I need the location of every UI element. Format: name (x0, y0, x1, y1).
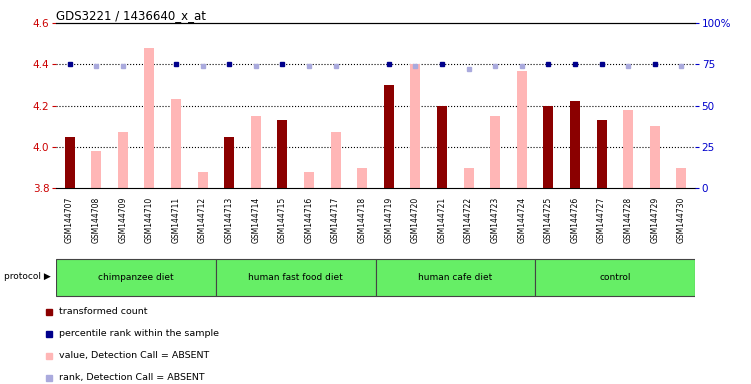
Bar (198, 172, 208, 188)
Text: GSM144730: GSM144730 (677, 197, 686, 243)
Bar (304, 172, 314, 188)
Text: GSM144710: GSM144710 (145, 197, 154, 243)
Bar (623, 110, 633, 188)
Bar (357, 167, 367, 188)
Text: GSM144711: GSM144711 (171, 197, 180, 243)
Bar (384, 85, 394, 188)
Bar (463, 167, 474, 188)
Text: GSM144726: GSM144726 (571, 197, 580, 243)
Text: GSM144716: GSM144716 (304, 197, 313, 243)
Text: GSM144724: GSM144724 (517, 197, 526, 243)
Bar (65, 137, 74, 188)
Text: GSM144718: GSM144718 (357, 197, 366, 243)
Text: chimpanzee diet: chimpanzee diet (98, 273, 174, 282)
Bar (543, 106, 553, 188)
Bar (376, 259, 535, 296)
Text: GSM144717: GSM144717 (331, 197, 340, 243)
Bar (517, 71, 527, 188)
Text: GSM144727: GSM144727 (597, 197, 606, 243)
Text: transformed count: transformed count (59, 307, 148, 316)
Bar (437, 106, 447, 188)
Text: GSM144713: GSM144713 (225, 197, 234, 243)
Bar (251, 116, 261, 188)
Bar (91, 151, 101, 188)
Text: GSM144707: GSM144707 (65, 197, 74, 243)
Text: protocol ▶: protocol ▶ (4, 272, 50, 281)
Bar (410, 64, 421, 188)
Text: GSM144722: GSM144722 (464, 197, 473, 243)
Bar (277, 120, 288, 188)
Text: GDS3221 / 1436640_x_at: GDS3221 / 1436640_x_at (56, 9, 207, 22)
Text: GSM144719: GSM144719 (385, 197, 394, 243)
Text: GSM144721: GSM144721 (438, 197, 447, 243)
Text: GSM144714: GSM144714 (252, 197, 261, 243)
Bar (596, 120, 607, 188)
Bar (535, 259, 695, 296)
Text: GSM144712: GSM144712 (198, 197, 207, 243)
Bar (144, 48, 155, 188)
Bar (216, 259, 376, 296)
Bar (118, 132, 128, 188)
Bar (570, 101, 580, 188)
Bar (330, 132, 341, 188)
Text: GSM144708: GSM144708 (92, 197, 101, 243)
Text: control: control (599, 273, 631, 282)
Bar (56, 259, 216, 296)
Text: percentile rank within the sample: percentile rank within the sample (59, 329, 219, 338)
Bar (650, 126, 660, 188)
Text: GSM144725: GSM144725 (544, 197, 553, 243)
Text: GSM144709: GSM144709 (119, 197, 128, 243)
Bar (224, 137, 234, 188)
Text: GSM144715: GSM144715 (278, 197, 287, 243)
Text: human fast food diet: human fast food diet (249, 273, 343, 282)
Text: GSM144720: GSM144720 (411, 197, 420, 243)
Text: value, Detection Call = ABSENT: value, Detection Call = ABSENT (59, 351, 210, 360)
Text: rank, Detection Call = ABSENT: rank, Detection Call = ABSENT (59, 373, 205, 382)
Text: GSM144729: GSM144729 (650, 197, 659, 243)
Text: GSM144728: GSM144728 (623, 197, 632, 243)
Text: human cafe diet: human cafe diet (418, 273, 493, 282)
Bar (490, 116, 500, 188)
Bar (171, 99, 181, 188)
Bar (677, 167, 686, 188)
Text: GSM144723: GSM144723 (490, 197, 499, 243)
